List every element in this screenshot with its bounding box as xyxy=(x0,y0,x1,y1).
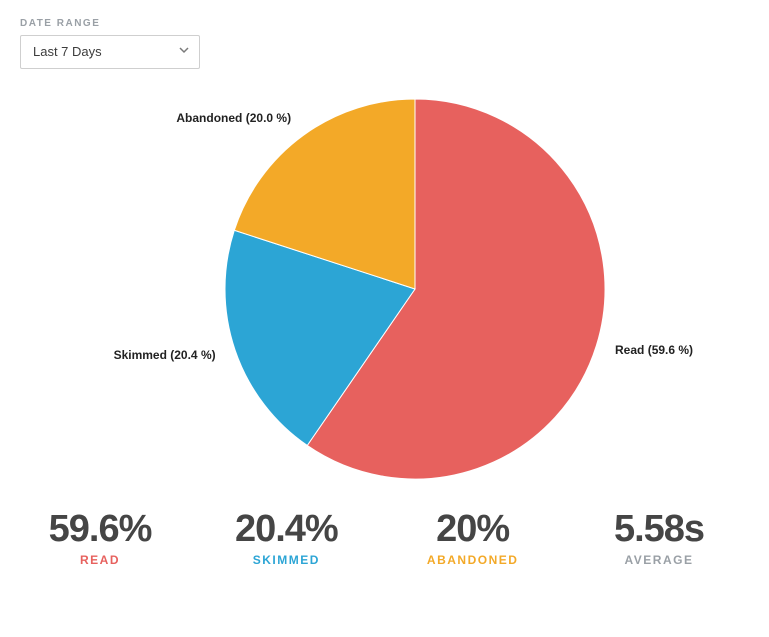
stat-read: 59.6% READ xyxy=(40,509,160,567)
stats-row: 59.6% READ 20.4% SKIMMED 20% ABANDONED 5.58s AV… xyxy=(20,509,749,567)
pie-chart-svg xyxy=(20,69,749,509)
stat-value: 59.6% xyxy=(40,509,160,551)
stat-value: 5.58s xyxy=(599,509,719,551)
stat-value: 20% xyxy=(413,509,533,551)
pie-chart: Read (59.6 %)Skimmed (20.4 %)Abandoned (… xyxy=(20,69,749,509)
date-range-label: DATE RANGE xyxy=(20,18,749,29)
date-range-section: DATE RANGE Last 7 Days xyxy=(20,18,749,69)
stat-label: SKIMMED xyxy=(226,553,346,567)
stat-label: AVERAGE xyxy=(599,553,719,567)
stat-value: 20.4% xyxy=(226,509,346,551)
stat-label: ABANDONED xyxy=(413,553,533,567)
stat-skimmed: 20.4% SKIMMED xyxy=(226,509,346,567)
date-range-select-wrap: Last 7 Days xyxy=(20,35,200,69)
stat-average: 5.58s AVERAGE xyxy=(599,509,719,567)
date-range-select[interactable]: Last 7 Days xyxy=(20,35,200,69)
stat-abandoned: 20% ABANDONED xyxy=(413,509,533,567)
stat-label: READ xyxy=(40,553,160,567)
page: DATE RANGE Last 7 Days Read (59.6 %)Skim… xyxy=(0,0,769,637)
